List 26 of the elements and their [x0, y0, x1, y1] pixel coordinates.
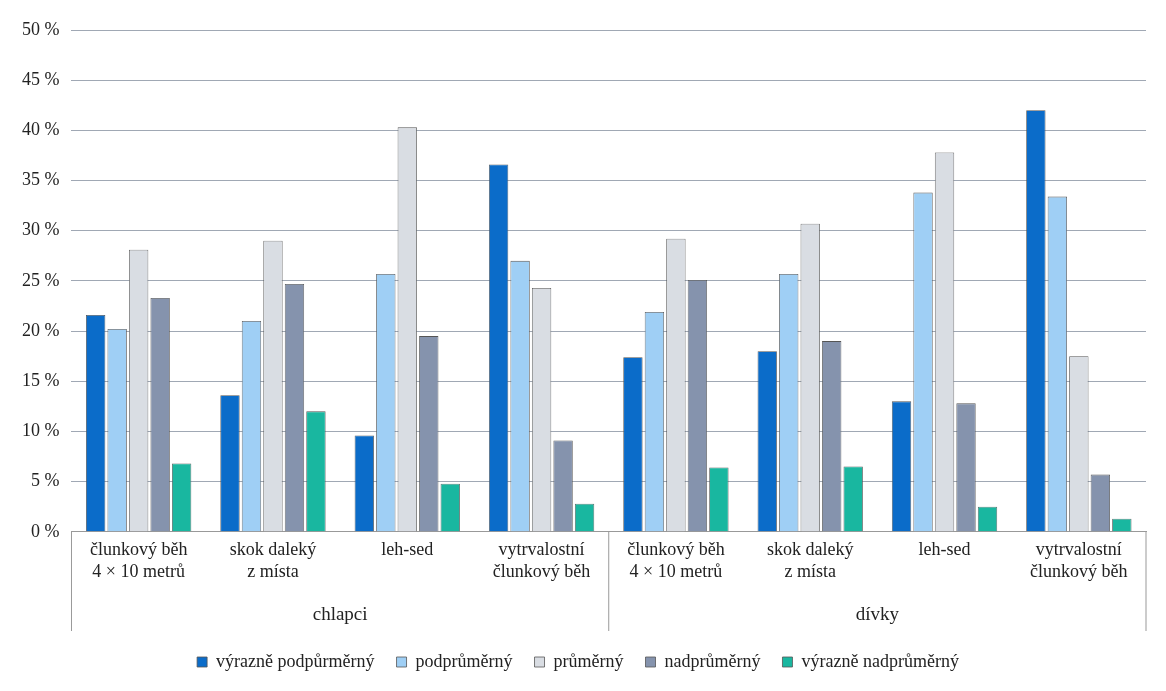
x-tick-label: skok daleký z místa: [766, 539, 854, 581]
y-tick-label: 40 %: [21, 119, 60, 140]
y-tick-label: 35 %: [21, 169, 60, 190]
y-tick-label: 15 %: [21, 369, 60, 390]
y-tick-label: 50 %: [21, 18, 60, 39]
y-tick-label: 45 %: [21, 68, 60, 89]
x-tick-label: leh-sed: [381, 539, 434, 560]
x-tick-label: člunkový běh 4 × 10 metrů: [89, 539, 188, 581]
y-tick-label: 30 %: [21, 219, 60, 240]
x-tick-label: skok daleký z místa: [229, 539, 317, 581]
x-tick-label: člunkový běh 4 × 10 metrů: [627, 539, 725, 581]
y-tick-label: 20 %: [21, 319, 60, 340]
x-tick-label: vytrvalostní člunkový běh: [492, 539, 591, 581]
legend-label: nadprůměrný: [664, 650, 761, 671]
x-tick-label: leh-sed: [918, 539, 971, 560]
y-tick-label: 0 %: [30, 520, 60, 541]
legend-label: průměrný: [553, 650, 624, 671]
y-tick-label: 5 %: [30, 470, 60, 491]
text: dívky: [855, 603, 900, 625]
x-tick-label: vytrvalostní člunkový běh: [1030, 539, 1128, 581]
y-tick-label: 10 %: [21, 420, 60, 441]
text: chlapci: [312, 603, 368, 625]
legend-label: podprůměrný: [415, 650, 513, 671]
legend-label: výrazně podpůrměrný: [216, 650, 375, 671]
legend-label: výrazně nadprůměrný: [801, 650, 959, 671]
y-tick-label: 25 %: [21, 269, 60, 290]
